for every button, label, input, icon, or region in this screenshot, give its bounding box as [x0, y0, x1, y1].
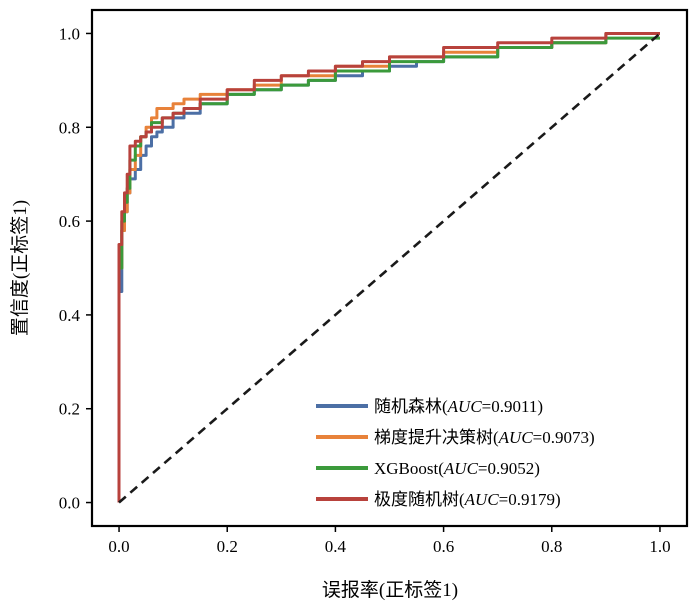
x-axis-title: 误报率(正标签1) [322, 579, 458, 601]
y-tick-label: 0.0 [59, 494, 80, 513]
y-axis-title: 置信度(正标签1) [9, 200, 31, 336]
y-tick-label: 0.8 [59, 118, 80, 137]
legend-entry: XGBoost(AUC=0.9052) [374, 459, 540, 478]
tick-group: 0.0 0.2 0.4 0.6 0.8 1.0 0.0 0.2 0.4 0.6 0.8 1.0 [59, 24, 671, 556]
legend-entry: 梯度提升决策树(AUC=0.9073) [374, 428, 595, 447]
y-tick-label: 1.0 [59, 24, 80, 43]
series-line-3 [117, 32, 660, 503]
x-tick-label: 0.6 [433, 537, 454, 556]
legend-entry: 极度随机树(AUC=0.9179) [374, 490, 561, 509]
y-tick-label: 0.6 [59, 212, 80, 231]
plot-frame [90, 8, 689, 528]
y-tick-label: 0.4 [59, 306, 81, 325]
x-tick-label: 0.2 [217, 537, 238, 556]
y-tick-label: 0.2 [59, 400, 80, 419]
legend: 随机森林(AUC=0.9011) 梯度提升决策树(AUC=0.9073) XGBoo… [316, 397, 595, 509]
legend-entry: 随机森林(AUC=0.9011) [374, 397, 543, 416]
x-tick-label: 0.0 [108, 537, 129, 556]
plot-area [117, 32, 661, 504]
x-tick-label: 0.8 [541, 537, 562, 556]
x-tick-label: 1.0 [649, 537, 670, 556]
x-tick-label: 0.4 [325, 537, 347, 556]
